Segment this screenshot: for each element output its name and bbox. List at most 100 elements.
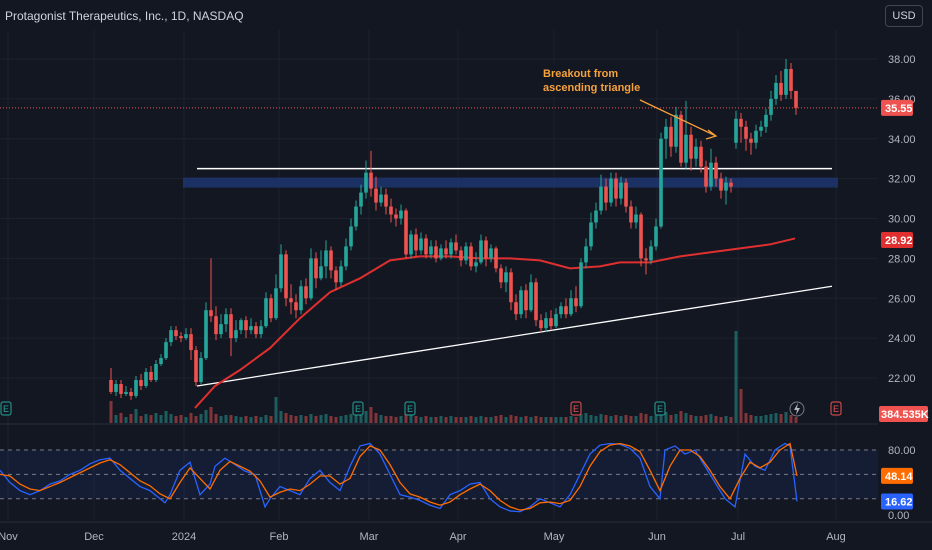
volume-bar	[469, 416, 473, 423]
volume-bar	[569, 416, 573, 423]
candle	[734, 110, 738, 149]
candle	[619, 176, 623, 205]
candle-body	[609, 178, 613, 203]
candle	[629, 200, 633, 229]
volume-bar	[279, 411, 283, 423]
candle	[139, 374, 143, 390]
candle-body	[334, 270, 338, 283]
candle	[674, 106, 678, 153]
candle	[509, 268, 513, 311]
candle-body	[614, 178, 618, 199]
candle	[249, 318, 253, 335]
candle-body	[389, 206, 393, 215]
candle	[654, 218, 658, 251]
candle	[429, 240, 433, 259]
volume-bar	[649, 416, 653, 423]
candle	[129, 387, 133, 400]
candle	[644, 248, 648, 275]
volume-bar	[199, 414, 203, 423]
candle-body	[199, 358, 203, 382]
volume-bar	[274, 397, 278, 423]
candle	[479, 234, 483, 265]
candle-body	[754, 130, 758, 143]
volume-bar	[249, 417, 253, 423]
volume-bar	[729, 417, 733, 423]
volume-bar	[524, 416, 528, 423]
candle	[304, 278, 308, 305]
candle	[269, 294, 273, 323]
candle	[469, 242, 473, 271]
volume-bar	[539, 417, 543, 423]
earnings-marker: E	[404, 401, 416, 416]
candle-body	[529, 282, 533, 311]
candle-body	[509, 272, 513, 303]
volume-bar	[284, 413, 288, 423]
candle-body	[514, 302, 518, 315]
price-tick-label: 22.00	[888, 373, 916, 385]
candle-body	[159, 358, 163, 365]
earnings-marker: E	[570, 401, 582, 416]
candle	[174, 326, 178, 341]
candle-body	[544, 318, 548, 329]
candle-body	[424, 238, 428, 255]
candle-body	[404, 210, 408, 255]
volume-bar	[409, 415, 413, 423]
candle	[769, 90, 773, 121]
candle	[749, 132, 753, 155]
volume-bar	[549, 417, 553, 423]
candle	[259, 320, 263, 339]
candle	[404, 208, 408, 259]
candle-body	[399, 210, 403, 219]
candle	[764, 108, 768, 133]
candle	[359, 184, 363, 215]
volume-bar	[389, 416, 393, 423]
volume-bar	[689, 415, 693, 423]
candle-body	[189, 334, 193, 351]
volume-bar	[444, 417, 448, 423]
candle	[754, 124, 758, 149]
candle-body	[689, 134, 693, 159]
volume-bar	[334, 417, 338, 423]
lightning-bolt	[794, 403, 800, 415]
time-tick-label: Feb	[270, 531, 289, 543]
currency-button[interactable]: USD	[885, 5, 923, 27]
volume-bars	[109, 331, 798, 423]
candle-body	[364, 172, 368, 193]
candle-body	[769, 98, 773, 115]
candle	[194, 346, 198, 386]
volume-bar	[299, 415, 303, 423]
candle	[374, 176, 378, 211]
volume-bar	[594, 416, 598, 423]
ma-tag	[881, 232, 913, 249]
volume-bar	[639, 413, 643, 423]
volume-bar	[474, 417, 478, 423]
candle-body	[534, 282, 538, 321]
candle	[394, 208, 398, 227]
candle-body	[494, 248, 498, 269]
candle-body	[524, 290, 528, 311]
candles[interactable]	[109, 59, 798, 400]
stoch-k-tag	[881, 493, 913, 510]
earnings-marker: E	[654, 401, 666, 416]
earnings-letter: E	[355, 404, 361, 414]
volume-bar	[484, 417, 488, 423]
candle	[444, 240, 448, 259]
candle-body	[174, 330, 178, 337]
candle	[609, 172, 613, 207]
candle-body	[234, 330, 238, 339]
volume-bar	[379, 415, 383, 423]
candle	[289, 284, 293, 315]
candle-body	[559, 306, 563, 315]
candle-body	[714, 162, 718, 179]
candle-body	[384, 194, 388, 207]
volume-bar	[394, 417, 398, 423]
candle	[544, 312, 548, 333]
zone-rect	[183, 177, 838, 188]
candle-body	[604, 186, 608, 203]
time-tick-label: Dec	[84, 531, 104, 543]
candle-body	[309, 258, 313, 299]
candle	[699, 140, 703, 173]
volume-bar	[154, 413, 158, 423]
volume-bar	[514, 416, 518, 423]
